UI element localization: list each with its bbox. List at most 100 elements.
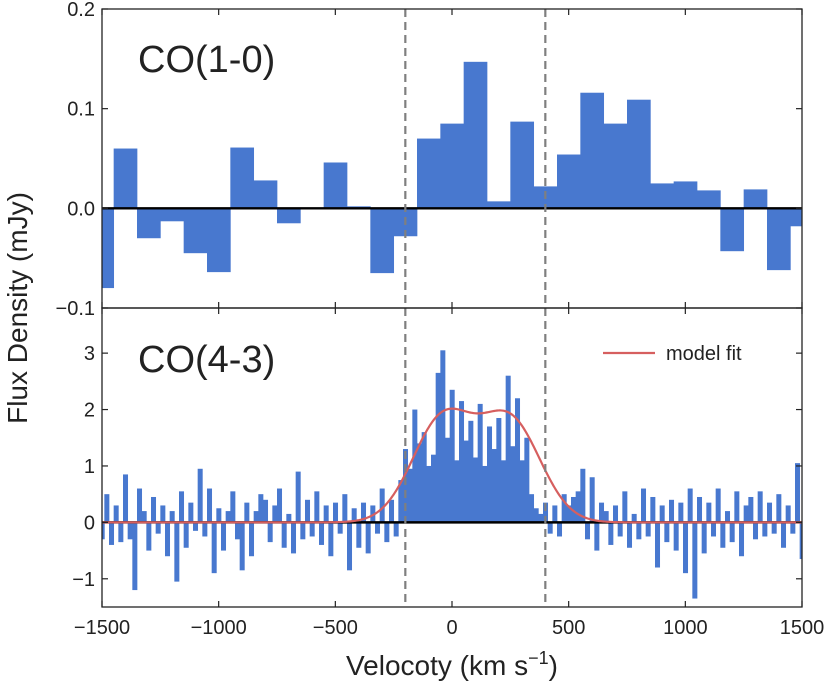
co43-bar xyxy=(487,426,493,523)
co43-bar xyxy=(449,389,455,523)
co43-bar xyxy=(169,511,175,523)
co10-bar xyxy=(160,208,185,222)
co43-bar xyxy=(333,502,339,523)
co43-bar xyxy=(748,496,754,523)
co43-bar xyxy=(594,522,600,551)
co43-bar xyxy=(645,522,651,537)
co10-bar xyxy=(767,208,791,271)
co43-bar xyxy=(328,522,334,557)
co43-frame xyxy=(101,307,803,608)
co43-bar xyxy=(412,409,418,523)
co43-bar xyxy=(799,522,803,560)
co43-bar xyxy=(174,522,180,582)
co43-bar xyxy=(622,491,628,523)
x-tick-label: 0 xyxy=(446,617,457,639)
co43-bar xyxy=(291,522,297,554)
co10-bar xyxy=(697,190,721,209)
co43-bar xyxy=(790,522,796,534)
co43-bar xyxy=(776,494,782,523)
co10-bar xyxy=(230,147,255,209)
co10-bar xyxy=(370,208,395,274)
y-tick-label: −0.1 xyxy=(56,298,95,320)
co43-bar xyxy=(561,494,567,523)
co43-bar xyxy=(337,522,343,534)
co43-bar xyxy=(221,522,227,551)
co43-bar xyxy=(253,511,259,523)
co43-bar xyxy=(426,465,432,523)
co43-bar xyxy=(739,522,745,557)
co43-bar xyxy=(188,502,194,523)
co43-bar xyxy=(678,502,684,523)
co43-bar xyxy=(351,508,357,523)
co43-bar xyxy=(697,496,703,523)
co43-bar xyxy=(575,491,581,523)
co43-bar xyxy=(216,508,222,523)
co43-bar xyxy=(491,449,497,523)
co43-bar xyxy=(445,437,451,523)
co43-bar xyxy=(421,432,427,523)
co43-bar xyxy=(641,488,647,523)
co43-bar xyxy=(655,522,661,568)
co43-bar xyxy=(347,522,353,571)
x-tick-label: 1500 xyxy=(780,617,825,639)
co43-y-ticks: −1 0 1 2 3 xyxy=(72,343,802,591)
co43-bar xyxy=(753,522,759,540)
co43-bar xyxy=(127,522,133,540)
legend-model-label: model fit xyxy=(666,343,742,365)
co43-bar xyxy=(286,513,292,523)
co43-bar xyxy=(109,522,115,545)
co43-bar xyxy=(459,401,465,523)
co10-bar xyxy=(743,189,768,209)
co43-bar xyxy=(781,522,787,548)
y-tick-label: 0.1 xyxy=(67,99,95,121)
co43-bar xyxy=(263,499,269,523)
co10-bar xyxy=(323,162,348,209)
y-tick-label: 2 xyxy=(84,400,95,422)
x-tick-label: −500 xyxy=(313,617,358,639)
co43-bar xyxy=(361,502,367,523)
co43-bar xyxy=(235,522,241,540)
co10-bar xyxy=(510,121,535,209)
co43-bar xyxy=(631,513,637,523)
co43-bar xyxy=(692,522,698,599)
co43-bar xyxy=(435,372,441,523)
co10-bar xyxy=(463,61,488,209)
co43-bar xyxy=(547,522,553,534)
co43-bar xyxy=(305,499,311,523)
co43-bar xyxy=(211,522,217,574)
co43-bar xyxy=(580,468,586,523)
co43-bar xyxy=(669,499,675,523)
co43-x-ticks xyxy=(101,308,803,607)
legend: model fit xyxy=(603,343,742,365)
y-tick-label: 0.2 xyxy=(67,0,95,21)
co10-bar xyxy=(417,138,441,209)
co10-bar xyxy=(102,208,115,289)
co43-bar xyxy=(179,491,185,523)
co10-bar xyxy=(720,208,745,252)
co43-bar xyxy=(585,522,591,540)
co43-bar xyxy=(795,463,801,523)
co43-bar xyxy=(197,468,203,523)
co43-bar xyxy=(720,522,726,548)
co43-bar xyxy=(123,474,129,523)
co43-bars xyxy=(102,350,803,599)
co43-bar xyxy=(389,499,395,523)
co10-y-ticks: −0.1 0.0 0.1 0.2 xyxy=(56,0,802,320)
co43-bar xyxy=(650,496,656,523)
co43-bar xyxy=(132,522,138,591)
co43-bar xyxy=(608,522,614,545)
co43-bar xyxy=(627,522,633,548)
co43-bar xyxy=(300,522,306,540)
co43-bar xyxy=(230,491,236,523)
co43-bar xyxy=(473,457,479,523)
co43-bar xyxy=(104,494,110,523)
co43-bar xyxy=(683,522,689,574)
x-tick-label: 500 xyxy=(552,617,585,639)
co43-bar xyxy=(417,443,423,523)
x-tick-label: −1500 xyxy=(74,617,130,639)
co43-bar xyxy=(193,522,199,531)
co43-bar xyxy=(613,505,619,523)
co43-bar xyxy=(659,505,665,523)
co43-bar xyxy=(454,460,460,523)
co43-bar xyxy=(309,522,315,537)
